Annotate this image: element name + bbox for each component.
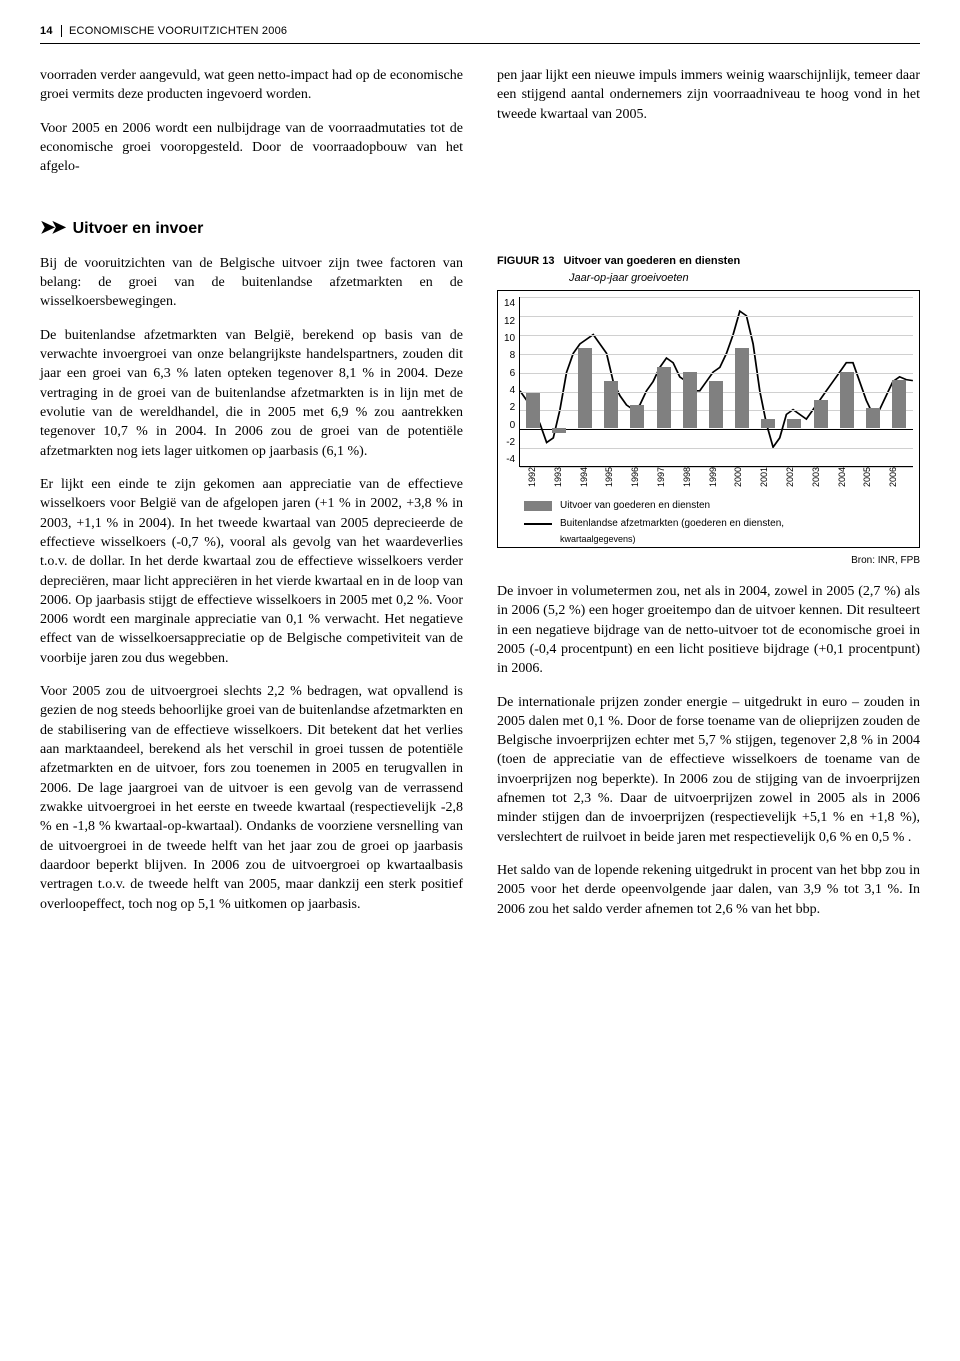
bar [657,367,671,428]
left-column: Bĳ de vooruitzichten van de Belgische ui… [40,254,463,933]
bar [787,419,801,428]
bar [604,381,618,428]
figure-title: Uitvoer van goederen en diensten [564,255,741,267]
bar [578,348,592,428]
left-p4: Voor 2005 zou de uitvoergroei slechts 2,… [40,682,463,914]
intro-p2a: Voor 2005 en 2006 wordt een nulbĳdrage v… [40,119,463,177]
main-columns: Bĳ de vooruitzichten van de Belgische ui… [40,254,920,933]
bar [683,372,697,429]
bar [892,380,906,428]
bar [526,393,540,429]
bar [735,348,749,428]
x-axis: 1992199319941995199619971998199920002001… [526,467,913,489]
bar [840,372,854,429]
doc-title: ECONOMISCHE VOORUITZICHTEN 2006 [69,25,287,37]
page-header: 14 ECONOMISCHE VOORUITZICHTEN 2006 [40,24,920,44]
intro-p1: voorraden verder aangevuld, wat geen net… [40,66,463,105]
legend-bar-swatch [524,501,552,511]
plot-area [519,297,913,467]
right-p1: De invoer in volumetermen zou, net als i… [497,582,920,679]
legend-bar-label: Uitvoer van goederen en diensten [560,499,710,513]
chart-source: Bron: INR, FPB [497,554,920,568]
intro-block: voorraden verder aangevuld, wat geen net… [40,66,920,191]
bar [814,400,828,428]
right-p3: Het saldo van de lopende rekening uitged… [497,861,920,919]
section-title: Uitvoer en invoer [73,220,204,237]
right-column: FIGUUR 13 Uitvoer van goederen en dienst… [497,254,920,933]
bar [709,381,723,428]
bar [552,428,566,433]
left-p3: Er lĳkt een einde te zĳn gekomen aan app… [40,475,463,668]
chevron-icon: ➤➤ [40,217,62,237]
legend-line-swatch [524,523,552,525]
section-header: ➤➤ Uitvoer en invoer [40,215,920,240]
page-number: 14 [40,25,62,37]
right-p2: De internationale prĳzen zonder energie … [497,693,920,848]
legend-line-sub: kwartaalgegevens) [560,533,913,545]
y-axis: 14121086420-2-4 [504,297,519,467]
left-p1: Bĳ de vooruitzichten van de Belgische ui… [40,254,463,312]
figure-subtitle: Jaar-op-jaar groeivoeten [569,271,920,286]
figure-label: FIGUUR 13 [497,255,554,267]
intro-p2b: pen jaar lĳkt een nieuwe impuls immers w… [497,66,920,124]
bar [866,408,880,429]
bar [761,419,775,428]
figure-13: FIGUUR 13 Uitvoer van goederen en dienst… [497,254,920,568]
chart-legend: Uitvoer van goederen en diensten Buitenl… [504,499,913,545]
chart-plot: 14121086420-2-4 199219931994199519961997… [497,290,920,548]
legend-line-label: Buitenlandse afzetmarkten (goederen en d… [560,517,784,531]
left-p2: De buitenlandse afzetmarkten van België,… [40,326,463,461]
bar [630,405,644,429]
